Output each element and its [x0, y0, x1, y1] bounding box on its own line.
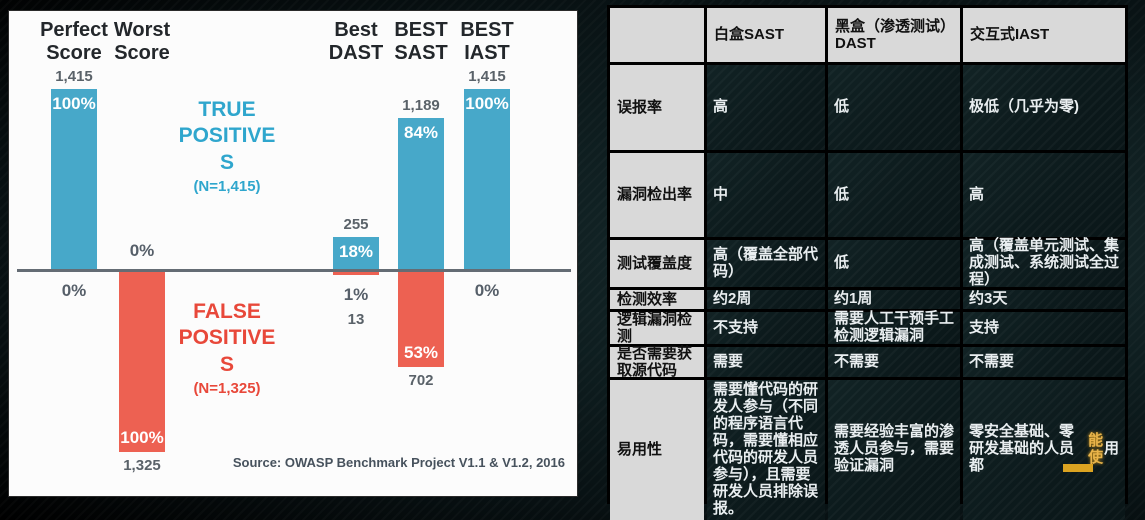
table-row-label: 易用性 [610, 380, 704, 520]
bar-pct-label: 1% [343, 285, 369, 304]
table-cell: 需要 [707, 347, 825, 377]
table-cell: 中 [707, 153, 825, 237]
table-cell: 不需要 [828, 347, 960, 377]
annotation-line: S [219, 352, 234, 376]
table-cell: 零安全基础、零研发基础的人员都 能使用 [963, 380, 1125, 520]
fp-bar: 53% [398, 272, 444, 367]
fp-bar [333, 272, 379, 275]
bar-pct-label: 100% [465, 94, 509, 113]
table-cell: 高 [963, 153, 1125, 237]
chart-category-line: BEST [460, 19, 514, 41]
chart-category-line: SAST [394, 41, 448, 64]
table-header-cell: 交互式IAST [963, 8, 1125, 62]
chart-category-label: BEST SAST [361, 19, 481, 64]
bar-pct-label: 53% [403, 343, 439, 362]
true-positives-annotation: TRUE POSITIVE S (N=1,415) [137, 97, 317, 195]
chart-category-line: Score [46, 41, 102, 64]
bar-pct-label: 100% [120, 428, 164, 447]
table-row-label: 逻辑漏洞检测 [610, 311, 704, 345]
table-cell: 高（覆盖单元测试、集成测试、系统测试全过程） [963, 237, 1125, 288]
annotation-n-label: (N=1,325) [193, 379, 261, 397]
usage-highlight-text: 能使 [1088, 431, 1104, 466]
table-corner-cell [610, 8, 704, 62]
table-row-label: 漏洞检出率 [610, 153, 704, 237]
false-positives-annotation: FALSE POSITIVE S (N=1,325) [137, 299, 317, 397]
axis-baseline [17, 269, 571, 272]
table-cell: 约2周 [707, 290, 825, 309]
table-cell: 需要懂代码的研发人参与（不同的程序语言代码，需要懂相应代码的研发人员参与），且需… [707, 380, 825, 520]
chart-category-line: BEST [394, 19, 448, 41]
table-cell: 不支持 [707, 312, 825, 344]
annotation-n-label: (N=1,415) [193, 177, 261, 195]
table-cell: 高 [707, 65, 825, 150]
bar-count-label: 13 [347, 311, 365, 328]
table-cell: 高（覆盖全部代码） [707, 240, 825, 287]
chart-category-line: Best [334, 19, 378, 41]
tp-bar: 100% [51, 89, 97, 269]
annotation-line: S [219, 150, 234, 174]
bar-count-label: 702 [408, 372, 434, 389]
usage-highlight-bar [1063, 464, 1093, 472]
bar-pct-label: 18% [338, 242, 374, 261]
chart-source-caption: Source: OWASP Benchmark Project V1.1 & V… [232, 455, 565, 470]
bar-count-label: 1,325 [123, 457, 161, 474]
chart-panel: TRUE POSITIVE S (N=1,415) FALSE POSITIVE S (N=… [8, 10, 578, 497]
annotation-line: POSITIVE [178, 124, 276, 148]
fp-bar: 100% [119, 272, 165, 452]
table-cell: 低 [828, 240, 960, 287]
annotation-line: FALSE [193, 300, 261, 323]
table-row-label: 误报率 [610, 65, 704, 150]
bar-count-label: 1,415 [55, 68, 93, 85]
table-cell: 约3天 [963, 290, 1125, 309]
bar-count-label: 255 [343, 216, 369, 233]
table-cell: 低 [828, 153, 960, 237]
bar-pct-label: 0% [129, 241, 155, 260]
chart-category-line: DAST [328, 41, 384, 64]
comparison-table: 白盒SAST 黑盒（渗透测试）DAST 交互式IAST 误报率高低极低（几乎为零) 漏洞… [607, 5, 1128, 520]
tp-bar: 100% [464, 89, 510, 269]
table-cell: 需要经验丰富的渗透人员参与，需要验证漏洞 [828, 380, 960, 520]
chart-category-line: IAST [464, 41, 510, 64]
chart-category-label: Worst Score [82, 19, 202, 64]
chart-category-label: Perfect Score [14, 19, 134, 64]
table-row-label: 测试覆盖度 [610, 240, 704, 287]
annotation-line: TRUE [198, 98, 256, 121]
bar-pct-label: 100% [52, 94, 96, 113]
table-cell: 约1周 [828, 290, 960, 309]
table-row-label: 检测效率 [610, 290, 704, 309]
chart-category-label: BEST IAST [427, 19, 547, 64]
chart-category-line: Score [114, 41, 170, 64]
chart-category-label: Best DAST [296, 19, 416, 64]
bar-count-label: 1,189 [402, 97, 440, 114]
bar-count-label: 1,415 [468, 68, 506, 85]
chart-category-line: Worst [113, 19, 171, 41]
table-header-cell: 白盒SAST [707, 8, 825, 62]
bar-pct-label: 0% [474, 281, 500, 300]
annotation-line: POSITIVE [178, 326, 276, 350]
tp-bar: 84% [398, 118, 444, 269]
table-cell: 支持 [963, 312, 1125, 344]
chart-category-line: Perfect [40, 19, 108, 41]
tp-bar: 18% [333, 237, 379, 269]
bar-pct-label: 0% [61, 281, 87, 300]
table-header-cell: 黑盒（渗透测试）DAST [828, 8, 960, 62]
bar-pct-label: 84% [403, 123, 439, 142]
table-cell: 需要人工干预手工检测逻辑漏洞 [828, 310, 960, 344]
bar-chart-canvas: TRUE POSITIVE S (N=1,415) FALSE POSITIVE S (N=… [9, 11, 577, 496]
table-cell: 极低（几乎为零) [963, 65, 1125, 150]
table-cell: 低 [828, 65, 960, 150]
table-cell: 不需要 [963, 347, 1125, 377]
table-row-label: 是否需要获取源代码 [610, 345, 704, 379]
